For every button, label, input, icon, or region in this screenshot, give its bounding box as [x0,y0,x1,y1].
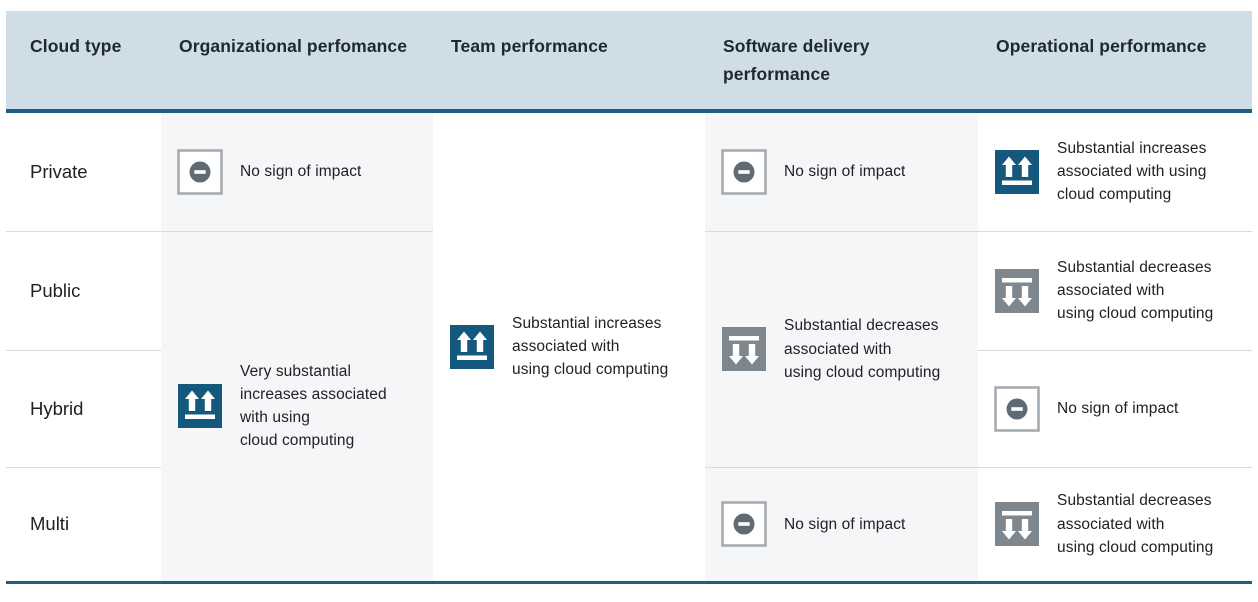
cell-text: Substantial increases associated with us… [512,314,669,379]
double-down-arrow-icon [994,268,1040,314]
double-up-arrow-icon [449,324,495,370]
no-impact-icon [721,148,767,195]
no-impact-icon [721,501,767,547]
cell-text: Substantial decreases associated with us… [1057,258,1214,323]
table-body: Private Public Hybrid Multi No sign of i… [6,112,1252,581]
row-label-multi: Multi [6,466,161,581]
double-up-arrow-icon [994,149,1040,195]
cell-software-delivery-public-hybrid: Substantial decreases associated with us… [705,230,978,467]
column-header-team-performance: Team performance [451,36,608,56]
cloud-performance-table: Cloud type Organizational perfomance Tea… [6,11,1252,584]
cell-text: No sign of impact [784,163,906,181]
row-label-public: Public [6,230,161,350]
cell-operational-hybrid: No sign of impact [978,349,1252,467]
double-down-arrow-icon [994,501,1040,547]
row-label-hybrid: Hybrid [6,349,161,467]
cell-operational-public: Substantial decreases associated with us… [978,230,1252,350]
cell-team-all-rows: Substantial increases associated with us… [433,113,705,581]
cell-software-delivery-multi: No sign of impact [705,466,978,581]
header-divider-rule [6,108,1252,113]
table-bottom-rule [6,580,1252,584]
double-up-arrow-icon [177,383,223,429]
cell-operational-multi: Substantial decreases associated with us… [978,466,1252,581]
row-label-private: Private [6,112,161,231]
double-down-arrow-icon [721,326,767,372]
cell-text: No sign of impact [240,163,362,181]
column-header-software-delivery-performance: Software delivery performance [723,36,870,85]
cell-text: Substantial increases associated with us… [1057,139,1207,204]
cell-software-delivery-private: No sign of impact [705,112,978,231]
table-header-row: Cloud type Organizational perfomance Tea… [6,11,1252,109]
cell-text: No sign of impact [1057,400,1179,418]
no-impact-icon [177,148,223,195]
no-impact-icon [994,385,1040,432]
cell-operational-private: Substantial increases associated with us… [978,113,1252,231]
cell-organizational-public-hybrid-multi: Very substantial increases associated wi… [161,230,433,581]
cell-text: Very substantial increases associated wi… [240,362,387,450]
column-header-cloud-type: Cloud type [30,36,122,56]
cell-text: No sign of impact [784,515,906,533]
cell-organizational-private: No sign of impact [161,112,433,231]
cell-text: Substantial decreases associated with us… [784,317,941,381]
cell-text: Substantial decreases associated with us… [1057,492,1214,556]
column-header-organizational-performance: Organizational perfomance [179,36,408,56]
column-header-operational-performance: Operational performance [996,36,1207,56]
